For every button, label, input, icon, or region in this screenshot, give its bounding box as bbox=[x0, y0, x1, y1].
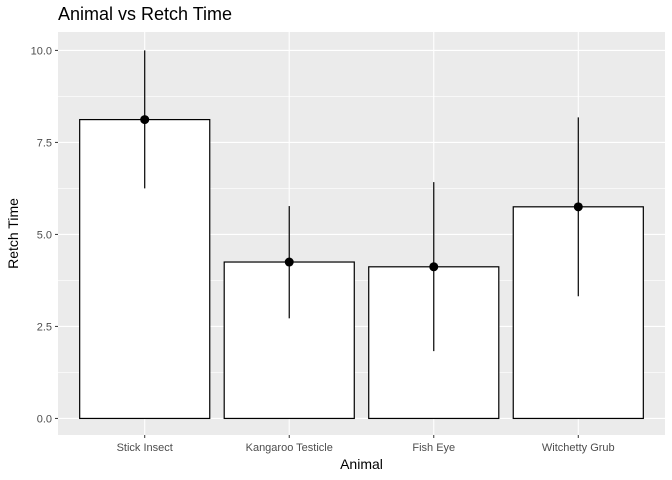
x-axis-ticks: Stick Insect Kangaroo Testicle Fish Eye Wit… bbox=[117, 435, 615, 454]
x-tick-label: Stick Insect bbox=[117, 442, 173, 454]
y-tick-label: 0.0 bbox=[37, 413, 52, 425]
y-tick-label: 2.5 bbox=[37, 321, 52, 333]
x-tick-label: Kangaroo Testicle bbox=[246, 442, 333, 454]
y-axis-ticks: 0.0 2.5 5.0 7.5 10.0 bbox=[31, 45, 58, 425]
y-tick-label: 10.0 bbox=[31, 45, 52, 57]
y-tick-label: 7.5 bbox=[37, 137, 52, 149]
mean-point bbox=[573, 202, 583, 212]
mean-point bbox=[140, 115, 150, 125]
x-tick-label: Witchetty Grub bbox=[542, 442, 615, 454]
x-axis-title: Animal bbox=[340, 456, 383, 472]
mean-points bbox=[140, 115, 583, 272]
mean-point bbox=[429, 262, 439, 272]
x-tick-label: Fish Eye bbox=[412, 442, 455, 454]
chart-title: Animal vs Retch Time bbox=[58, 4, 232, 24]
y-tick-label: 5.0 bbox=[37, 229, 52, 241]
mean-point bbox=[284, 257, 294, 267]
y-axis-title: Retch Time bbox=[5, 198, 21, 269]
